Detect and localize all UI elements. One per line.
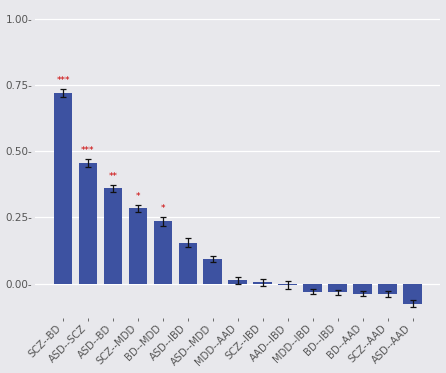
Bar xyxy=(203,259,222,284)
Text: ***: *** xyxy=(56,76,70,85)
Bar xyxy=(303,284,322,292)
Bar xyxy=(78,163,97,284)
Bar xyxy=(403,284,422,304)
Bar xyxy=(253,282,272,284)
Bar xyxy=(153,222,172,284)
Bar xyxy=(353,284,372,294)
Bar xyxy=(178,242,197,284)
Text: **: ** xyxy=(108,172,117,181)
Bar xyxy=(128,208,147,284)
Text: *: * xyxy=(136,192,140,201)
Bar xyxy=(378,284,397,294)
Bar xyxy=(328,284,347,292)
Bar xyxy=(103,188,122,284)
Bar xyxy=(278,284,297,285)
Text: ***: *** xyxy=(81,146,95,155)
Bar xyxy=(54,93,72,284)
Text: *: * xyxy=(161,204,165,213)
Bar xyxy=(228,280,247,284)
